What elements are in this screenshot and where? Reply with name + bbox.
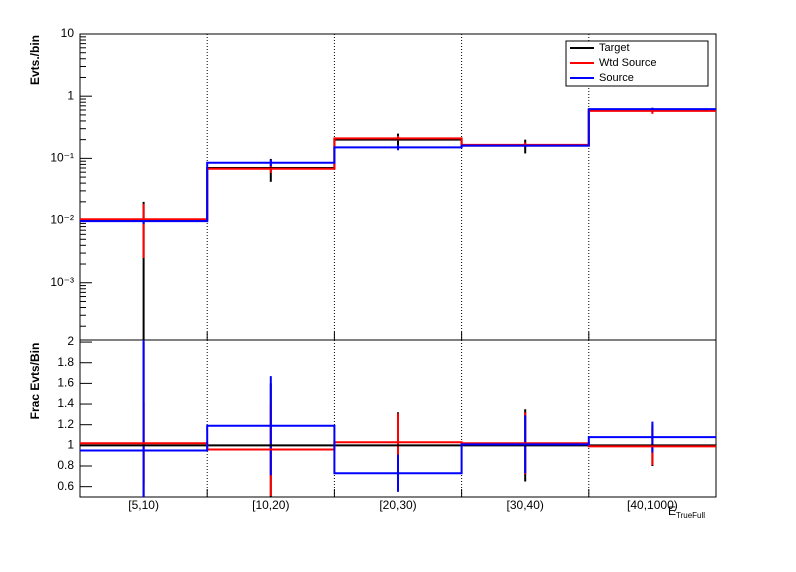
legend-label: Source: [599, 72, 634, 84]
x-axis-title: ETrueFull: [668, 504, 705, 520]
y-tick-label: 10: [61, 26, 75, 40]
y-tick-label: 1.6: [57, 376, 74, 390]
y-tick-label: 10⁻³: [50, 275, 74, 289]
plot-area: [80, 107, 716, 340]
y-tick-label: 0.6: [57, 479, 74, 493]
x-axis-title-main: E: [668, 504, 676, 518]
step-line: [80, 424, 716, 475]
x-tick-label: [10,20): [252, 498, 289, 512]
x-tick-label: [5,10): [128, 498, 159, 512]
legend-label: Wtd Source: [599, 57, 656, 69]
y-tick-label: 10⁻¹: [50, 151, 74, 165]
x-axis-title-sub: TrueFull: [676, 511, 705, 520]
y-tick-label: 1: [67, 88, 74, 102]
legend-label: Target: [599, 42, 630, 54]
x-tick-label: [20,30): [379, 498, 416, 512]
y-tick-label: 2: [67, 334, 74, 348]
x-tick-label: [40,1000): [627, 498, 678, 512]
y-tick-label: 1: [67, 438, 74, 452]
x-tick-label: [30,40): [507, 498, 544, 512]
y-axis-title: Frac Evts/Bin: [28, 343, 42, 420]
y-tick-label: 1.2: [57, 417, 74, 431]
y-tick-label: 1.8: [57, 355, 74, 369]
y-tick-label: 1.4: [57, 396, 74, 410]
plot-area: [80, 340, 716, 497]
y-tick-label: 10⁻²: [50, 213, 74, 227]
y-tick-label: 0.8: [57, 458, 74, 472]
plot-frame: [79, 339, 717, 498]
step-line: [80, 108, 716, 223]
y-axis-title: Evts./bin: [28, 35, 42, 85]
